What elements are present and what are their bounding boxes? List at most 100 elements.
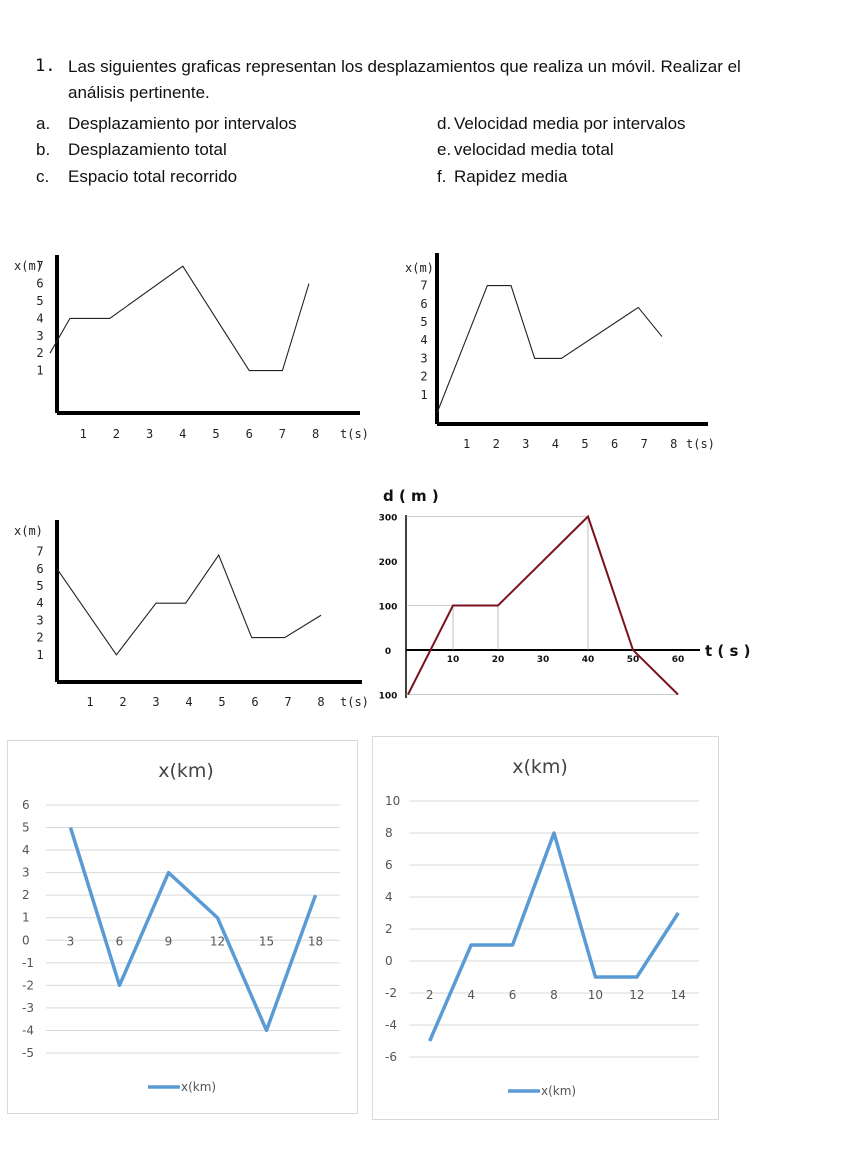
x-category-label: 8	[550, 988, 558, 1002]
y-tick-label: 4	[36, 311, 43, 325]
item-b-letter: b.	[36, 140, 51, 159]
y-tick-label: 10	[385, 794, 400, 808]
y-tick-label: 6	[420, 297, 427, 311]
legend-label: x(km)	[181, 1080, 216, 1094]
y-tick-label: -4	[22, 1023, 34, 1037]
chart-title: x(km)	[158, 760, 214, 782]
x-tick-label: 4	[552, 437, 559, 451]
x-axis-label: t(s)	[686, 437, 715, 451]
x-tick-label: 3	[152, 695, 159, 709]
x-tick-label: 6	[251, 695, 258, 709]
y-tick-label: 2	[22, 888, 30, 902]
y-tick-label: 5	[36, 294, 43, 308]
y-tick-label: 0	[385, 647, 391, 657]
y-tick-label: 1	[22, 911, 30, 925]
x-axis-label: t(s)	[340, 427, 369, 441]
x-category-label: 10	[588, 988, 603, 1002]
x-tick-label: 7	[284, 695, 291, 709]
x-category-label: 18	[308, 934, 323, 948]
data-line	[428, 831, 680, 1042]
chart-title: x(km)	[512, 756, 568, 778]
item-e-text: velocidad media total	[454, 140, 614, 159]
item-a-letter: a.	[36, 114, 51, 133]
problem-statement-line2: análisis pertinente.	[68, 83, 210, 102]
x-category-label: 12	[629, 988, 644, 1002]
y-tick-label: 2	[420, 370, 427, 384]
x-tick-label: 7	[279, 427, 286, 441]
x-tick-label: 30	[537, 655, 550, 665]
y-tick-label: -5	[22, 1046, 34, 1060]
y-tick-label: -4	[385, 1018, 397, 1032]
problem-number: 1.	[35, 56, 56, 76]
data-line	[68, 827, 318, 1033]
y-tick-label: 1	[420, 388, 427, 402]
item-e-letter: e.	[437, 140, 452, 159]
y-tick-label: 300	[379, 514, 398, 524]
x-tick-label: 7	[641, 437, 648, 451]
y-axis-label: d ( m )	[383, 487, 439, 505]
y-axis-label: x(m)	[14, 524, 43, 538]
y-tick-label: 100	[379, 692, 398, 702]
y-tick-label: -2	[385, 986, 397, 1000]
x-tick-label: 6	[246, 427, 253, 441]
y-tick-label: 100	[379, 603, 398, 613]
item-d-letter: d.	[437, 114, 452, 133]
x-tick-label: 3	[522, 437, 529, 451]
y-tick-label: 3	[22, 866, 30, 880]
x-tick-label: 10	[447, 655, 460, 665]
item-a-text: Desplazamiento por intervalos	[68, 114, 297, 133]
y-tick-label: 1	[36, 648, 43, 662]
y-tick-label: 5	[420, 315, 427, 329]
y-tick-label: 7	[420, 279, 427, 293]
data-line	[56, 553, 322, 656]
item-d-text: Velocidad media por intervalos	[454, 114, 686, 133]
x-axis-label: t ( s )	[705, 642, 750, 660]
x-tick-label: 2	[493, 437, 500, 451]
x-tick-label: 40	[582, 655, 595, 665]
item-c-text: Espacio total recorrido	[68, 167, 238, 186]
y-tick-label: 6	[22, 798, 30, 812]
y-tick-label: 8	[385, 826, 393, 840]
x-tick-label: 5	[581, 437, 588, 451]
y-tick-label: 4	[36, 596, 43, 610]
y-tick-label: 6	[36, 562, 43, 576]
problem-statement-line1: Las siguientes graficas representan los …	[68, 57, 741, 76]
y-tick-label: -3	[22, 1001, 34, 1015]
y-axis-label: x(m)	[405, 261, 434, 275]
x-category-label: 2	[426, 988, 434, 1002]
y-axis-label: x(m)	[14, 259, 43, 273]
x-tick-label: 4	[185, 695, 192, 709]
y-tick-label: -1	[22, 956, 34, 970]
x-tick-label: 5	[212, 427, 219, 441]
y-tick-label: 6	[385, 858, 393, 872]
x-tick-label: 8	[317, 695, 324, 709]
y-tick-label: 2	[36, 631, 43, 645]
x-tick-label: 6	[611, 437, 618, 451]
x-tick-label: 1	[86, 695, 93, 709]
x-tick-label: 1	[463, 437, 470, 451]
x-category-label: 15	[259, 934, 274, 948]
excel-chart-frame-2	[372, 736, 719, 1120]
y-tick-label: 0	[22, 933, 30, 947]
item-f-letter: f.	[437, 167, 447, 186]
y-tick-label: -2	[22, 978, 34, 992]
x-category-label: 9	[165, 934, 173, 948]
x-tick-label: 1	[80, 427, 87, 441]
x-tick-label: 2	[119, 695, 126, 709]
x-axis-label: t(s)	[340, 695, 369, 709]
x-category-label: 14	[671, 988, 686, 1002]
x-tick-label: 60	[672, 655, 685, 665]
y-tick-label: 5	[36, 579, 43, 593]
x-tick-label: 8	[312, 427, 319, 441]
x-tick-label: 20	[492, 655, 505, 665]
y-tick-label: 0	[385, 954, 393, 968]
y-tick-label: 200	[379, 558, 398, 568]
y-tick-label: 2	[385, 922, 393, 936]
excel-chart-frame-1	[7, 740, 358, 1114]
item-c-letter: c.	[36, 167, 50, 186]
